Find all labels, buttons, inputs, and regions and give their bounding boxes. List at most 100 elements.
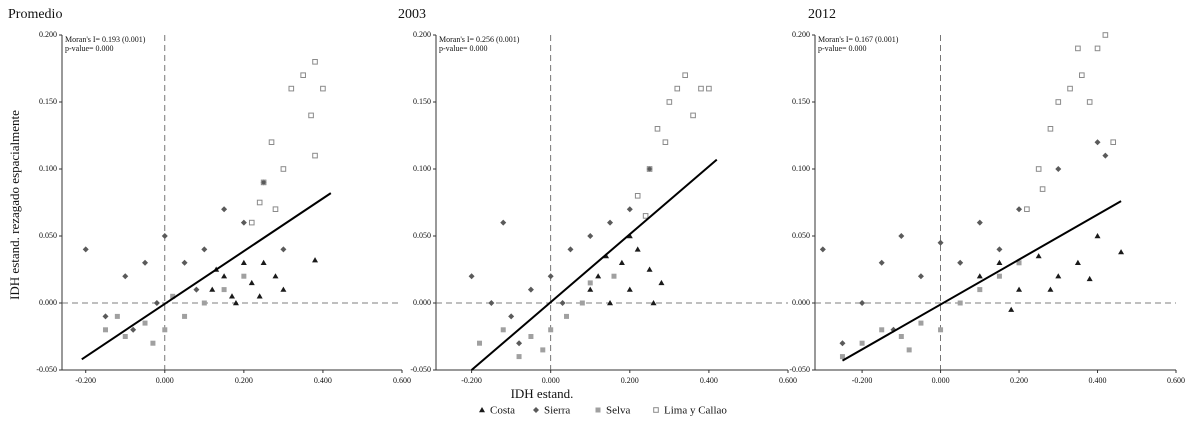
point xyxy=(917,273,924,280)
y-tick-label: 0.150 xyxy=(413,97,431,106)
point xyxy=(272,206,279,212)
fit-line xyxy=(81,192,332,361)
point xyxy=(1118,249,1125,255)
point xyxy=(1016,206,1023,213)
y-tick-label: 0.150 xyxy=(39,97,57,106)
point xyxy=(256,293,263,299)
point xyxy=(559,300,566,306)
point xyxy=(976,219,983,226)
point xyxy=(122,334,128,339)
point xyxy=(587,286,594,292)
y-tick-label: 0.150 xyxy=(792,97,810,106)
y-tick-label: -0.050 xyxy=(789,365,810,374)
y-tick-label: 0.100 xyxy=(413,164,431,173)
annotation: p-value= 0.000 xyxy=(818,44,867,53)
point xyxy=(280,286,287,292)
point xyxy=(477,340,483,346)
point xyxy=(646,266,653,272)
panel-title: 2012 xyxy=(808,7,836,22)
point xyxy=(666,99,673,105)
legend-marker xyxy=(653,407,659,413)
x-tick-label: 0.000 xyxy=(932,376,950,385)
point xyxy=(240,259,247,265)
point xyxy=(102,327,108,333)
x-tick-label: 0.600 xyxy=(779,376,797,385)
point xyxy=(698,85,704,92)
point xyxy=(312,152,318,159)
point xyxy=(937,239,944,246)
point xyxy=(201,300,207,306)
y-tick-label: 0.050 xyxy=(792,231,810,240)
point xyxy=(516,340,523,347)
point xyxy=(938,327,944,333)
point xyxy=(918,320,924,326)
point xyxy=(567,246,574,253)
point xyxy=(607,219,614,226)
point xyxy=(308,112,314,119)
fit-line xyxy=(841,200,1122,362)
point xyxy=(508,313,515,320)
point xyxy=(102,313,109,320)
legend-label: Sierra xyxy=(544,405,570,417)
point xyxy=(996,273,1002,279)
point xyxy=(682,72,688,79)
point xyxy=(1075,45,1081,52)
point xyxy=(468,273,475,280)
point xyxy=(547,273,554,280)
legend-marker xyxy=(533,407,539,413)
point xyxy=(1035,166,1042,172)
point xyxy=(500,327,506,333)
point xyxy=(706,85,712,92)
x-tick-label: 0.200 xyxy=(621,376,639,385)
point xyxy=(312,59,318,65)
point xyxy=(280,246,287,253)
point xyxy=(500,219,507,226)
point xyxy=(579,300,585,306)
point xyxy=(662,139,669,145)
y-tick-label: 0.000 xyxy=(39,298,57,307)
legend-label: Costa xyxy=(490,405,515,417)
point xyxy=(1055,99,1062,105)
x-tick-label: 0.200 xyxy=(1010,376,1028,385)
annotation: Moran's I= 0.167 (0.001) xyxy=(818,35,899,44)
point xyxy=(114,313,120,319)
point xyxy=(201,246,208,253)
point xyxy=(229,293,235,299)
y-tick-label: 0.200 xyxy=(413,30,431,39)
point xyxy=(626,206,633,213)
y-tick-label: 0.050 xyxy=(39,231,57,240)
point xyxy=(142,259,149,266)
point xyxy=(607,300,614,306)
point xyxy=(839,354,845,360)
point xyxy=(256,199,263,206)
point xyxy=(248,279,255,286)
point xyxy=(288,85,295,92)
y-tick-label: 0.100 xyxy=(792,164,810,173)
point xyxy=(996,246,1003,253)
point xyxy=(634,193,641,199)
point xyxy=(248,219,255,226)
point xyxy=(976,273,983,279)
point xyxy=(1110,139,1117,145)
point xyxy=(221,273,228,279)
point xyxy=(1039,186,1046,192)
point xyxy=(1074,259,1081,265)
x-tick-label: 0.600 xyxy=(393,376,411,385)
point xyxy=(1102,32,1109,38)
point xyxy=(1008,306,1015,312)
point xyxy=(1086,275,1093,282)
x-tick-label: -0.200 xyxy=(461,376,482,385)
x-tick-label: -0.200 xyxy=(852,376,873,385)
y-tick-label: 0.200 xyxy=(39,30,57,39)
annotation: Moran's I= 0.256 (0.001) xyxy=(439,35,520,44)
x-tick-label: 0.600 xyxy=(1167,376,1185,385)
point xyxy=(1079,72,1085,79)
point xyxy=(240,219,247,226)
point xyxy=(142,320,148,326)
point xyxy=(898,233,905,239)
point xyxy=(232,300,239,306)
point xyxy=(153,300,160,306)
point xyxy=(1035,253,1042,259)
point xyxy=(618,259,625,265)
point xyxy=(193,286,200,293)
